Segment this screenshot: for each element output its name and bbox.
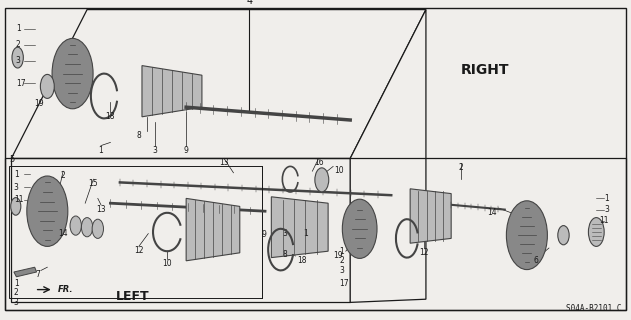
Text: 12: 12 xyxy=(134,246,144,255)
Text: 15: 15 xyxy=(88,179,98,188)
Text: 13: 13 xyxy=(96,205,106,214)
Text: 1: 1 xyxy=(339,247,345,256)
Ellipse shape xyxy=(315,168,329,192)
Text: 3: 3 xyxy=(152,146,157,155)
Text: 6: 6 xyxy=(534,256,539,265)
Text: 5: 5 xyxy=(9,156,15,164)
Text: S04A-B2101 C: S04A-B2101 C xyxy=(566,304,622,313)
Polygon shape xyxy=(271,197,328,258)
Text: 13: 13 xyxy=(219,158,229,167)
Text: 11: 11 xyxy=(14,196,23,204)
Ellipse shape xyxy=(12,47,23,68)
Text: 10: 10 xyxy=(334,166,345,175)
Text: 2: 2 xyxy=(16,40,21,49)
Text: 8: 8 xyxy=(136,131,141,140)
Text: 7: 7 xyxy=(35,270,40,279)
Polygon shape xyxy=(186,198,240,261)
Text: 2: 2 xyxy=(458,163,463,172)
Polygon shape xyxy=(142,66,202,117)
Ellipse shape xyxy=(70,216,81,235)
Text: 1: 1 xyxy=(604,194,609,203)
Ellipse shape xyxy=(506,201,548,269)
Text: 10: 10 xyxy=(162,259,172,268)
Text: 19: 19 xyxy=(333,251,343,260)
Ellipse shape xyxy=(558,226,569,245)
Text: 18: 18 xyxy=(105,112,115,121)
Text: 1: 1 xyxy=(304,229,309,238)
Polygon shape xyxy=(410,189,451,243)
Text: 9: 9 xyxy=(184,146,189,155)
Text: RIGHT: RIGHT xyxy=(461,63,509,77)
Text: 3: 3 xyxy=(14,183,19,192)
Text: 12: 12 xyxy=(419,248,429,257)
Text: 8: 8 xyxy=(283,250,288,259)
Text: 3: 3 xyxy=(283,229,288,238)
Ellipse shape xyxy=(40,74,54,99)
Ellipse shape xyxy=(52,38,93,109)
Ellipse shape xyxy=(27,176,68,246)
Text: 3: 3 xyxy=(14,298,19,307)
Text: 1: 1 xyxy=(16,24,21,33)
Text: 17: 17 xyxy=(339,279,349,288)
Text: 1: 1 xyxy=(98,146,103,155)
Ellipse shape xyxy=(588,218,604,246)
Bar xyxy=(11,158,350,302)
Text: 17: 17 xyxy=(16,79,25,88)
Bar xyxy=(9,166,262,298)
Text: 14: 14 xyxy=(487,208,497,217)
Text: 11: 11 xyxy=(599,216,609,225)
Text: 2: 2 xyxy=(14,288,19,297)
Bar xyxy=(5,158,626,310)
Text: FR.: FR. xyxy=(58,285,74,294)
Polygon shape xyxy=(350,10,426,302)
Text: 1: 1 xyxy=(14,279,19,288)
Text: 16: 16 xyxy=(314,158,324,167)
Text: 3: 3 xyxy=(339,266,345,275)
Polygon shape xyxy=(11,10,426,158)
Text: 3: 3 xyxy=(16,56,21,65)
Text: 3: 3 xyxy=(604,205,609,214)
Ellipse shape xyxy=(342,199,377,259)
Text: 9: 9 xyxy=(261,230,266,239)
Text: 2: 2 xyxy=(61,171,66,180)
Text: LEFT: LEFT xyxy=(115,290,150,302)
Text: 19: 19 xyxy=(34,99,44,108)
Text: 4: 4 xyxy=(246,0,252,6)
Text: 2: 2 xyxy=(339,256,345,265)
Ellipse shape xyxy=(81,218,93,237)
Ellipse shape xyxy=(11,197,21,215)
Text: 14: 14 xyxy=(58,229,68,238)
Polygon shape xyxy=(14,267,37,277)
Ellipse shape xyxy=(92,219,103,238)
Text: 18: 18 xyxy=(297,256,307,265)
Text: 1: 1 xyxy=(14,170,19,179)
